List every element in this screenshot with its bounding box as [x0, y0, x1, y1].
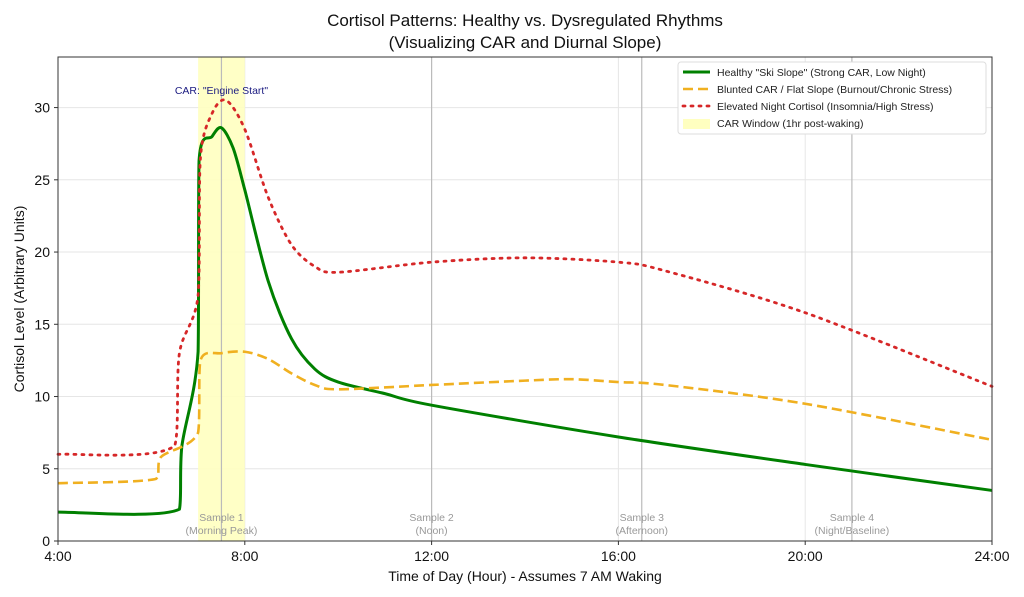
sample-label: Sample 4	[830, 512, 875, 524]
legend-swatch	[683, 119, 710, 129]
x-tick-label: 16:00	[601, 548, 636, 564]
plot-frame	[57, 56, 993, 542]
x-tick-label: 12:00	[414, 548, 449, 564]
series-line-0	[57, 125, 993, 516]
sample-sublabel: (Morning Peak)	[186, 525, 258, 537]
y-tick-label: 10	[34, 389, 50, 405]
sample-lines: Sample 1(Morning Peak) Sample 2(Noon) Samp…	[186, 57, 890, 541]
axis-ticks: 0 5 10 15 20 25 30 4:00 8:00 12:00 16:00 20:00 24:00	[34, 100, 1009, 564]
x-tick-label: 4:00	[44, 548, 71, 564]
legend-box	[677, 61, 987, 135]
series-line-1	[57, 350, 993, 485]
series-lines	[56, 98, 994, 516]
y-tick-label: 5	[42, 461, 50, 477]
sample-sublabel: (Afternoon)	[615, 525, 668, 537]
legend-entry: Elevated Night Cortisol (Insomnia/High S…	[717, 101, 934, 113]
x-tick-label: 20:00	[788, 548, 823, 564]
legend-entry: Blunted CAR / Flat Slope (Burnout/Chroni…	[717, 84, 952, 96]
y-tick-label: 25	[34, 172, 50, 188]
x-axis-label: Time of Day (Hour) - Assumes 7 AM Waking	[388, 568, 662, 584]
sample-sublabel: (Noon)	[416, 525, 448, 537]
y-tick-label: 15	[34, 316, 50, 332]
chart-title: Cortisol Patterns: Healthy vs. Dysregula…	[327, 11, 723, 30]
sample-sublabel: (Night/Baseline)	[815, 525, 890, 537]
y-tick-label: 20	[34, 244, 50, 260]
series-line-2	[56, 98, 994, 457]
y-axis-label: Cortisol Level (Arbitrary Units)	[11, 206, 27, 393]
x-tick-label: 8:00	[231, 548, 258, 564]
y-tick-label: 30	[34, 100, 50, 116]
sample-label: Sample 2	[409, 512, 454, 524]
legend: Healthy "Ski Slope" (Strong CAR, Low Nig…	[677, 61, 987, 135]
car-annotation: CAR: "Engine Start"	[175, 85, 269, 97]
sample-label: Sample 1	[199, 512, 244, 524]
chart-subtitle: (Visualizing CAR and Diurnal Slope)	[389, 33, 662, 52]
sample-label: Sample 3	[620, 512, 665, 524]
y-tick-label: 0	[42, 533, 50, 549]
x-tick-label: 24:00	[974, 548, 1009, 564]
legend-entry: Healthy "Ski Slope" (Strong CAR, Low Nig…	[717, 67, 926, 79]
legend-entry: CAR Window (1hr post-waking)	[717, 118, 863, 130]
